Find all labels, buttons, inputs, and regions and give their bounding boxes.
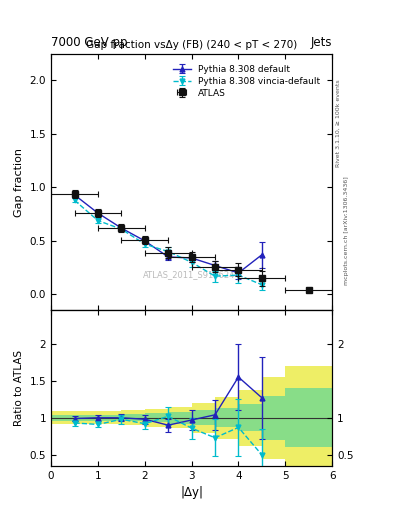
Y-axis label: Ratio to ATLAS: Ratio to ATLAS — [14, 350, 24, 426]
Legend: Pythia 8.308 default, Pythia 8.308 vincia-default, ATLAS: Pythia 8.308 default, Pythia 8.308 vinci… — [171, 63, 322, 99]
Title: Gap fraction vsΔy (FB) (240 < pT < 270): Gap fraction vsΔy (FB) (240 < pT < 270) — [86, 40, 297, 50]
Text: Rivet 3.1.10, ≥ 100k events: Rivet 3.1.10, ≥ 100k events — [336, 79, 341, 167]
Text: 7000 GeV pp: 7000 GeV pp — [51, 36, 128, 49]
Y-axis label: Gap fraction: Gap fraction — [14, 147, 24, 217]
Text: ATLAS_2011_S9126244: ATLAS_2011_S9126244 — [143, 271, 241, 280]
Text: Jets: Jets — [310, 36, 332, 49]
X-axis label: |$\Delta$y|: |$\Delta$y| — [180, 483, 203, 501]
Text: mcplots.cern.ch [arXiv:1306.3436]: mcplots.cern.ch [arXiv:1306.3436] — [344, 176, 349, 285]
